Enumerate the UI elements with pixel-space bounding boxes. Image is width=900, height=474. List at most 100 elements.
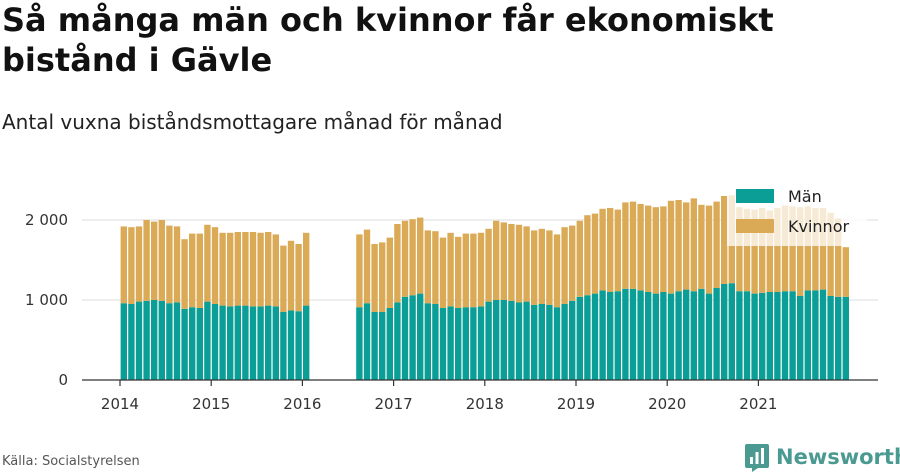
bar-man xyxy=(622,288,629,380)
legend-swatch-kvinna xyxy=(736,219,774,233)
x-tick-label-2019: 2019 xyxy=(557,395,595,413)
bar-man xyxy=(591,293,599,380)
bar-man xyxy=(242,305,249,380)
bar-man xyxy=(629,288,637,380)
bar-man xyxy=(181,308,188,380)
bar-woman xyxy=(371,244,378,312)
bar-man xyxy=(842,296,849,380)
legend-label-kvinna: Kvinnor xyxy=(788,217,849,236)
bar-man xyxy=(265,305,272,380)
bar-man xyxy=(637,290,644,380)
bar-woman xyxy=(265,232,272,306)
brand-name: Newsworthy xyxy=(776,445,900,469)
bar-man xyxy=(797,296,804,380)
bar-man xyxy=(584,295,591,380)
bar-man xyxy=(652,293,659,380)
bar-woman xyxy=(219,232,226,306)
bar-woman xyxy=(531,230,538,305)
bar-woman xyxy=(379,242,386,312)
bar-woman xyxy=(363,229,371,304)
bar-man xyxy=(569,300,576,380)
bar-woman xyxy=(553,234,561,308)
bar-woman xyxy=(743,208,751,292)
bar-man xyxy=(158,300,165,380)
bar-man xyxy=(379,312,386,380)
bar-woman xyxy=(629,201,637,289)
bar-woman xyxy=(774,208,781,292)
bar-man xyxy=(386,308,393,380)
bar-man xyxy=(599,290,606,380)
bar-woman xyxy=(143,220,150,301)
bar-woman xyxy=(515,224,523,303)
bar-man xyxy=(424,303,431,380)
bar-man xyxy=(287,310,295,380)
bar-woman xyxy=(766,210,773,292)
bar-woman xyxy=(173,226,181,303)
bar-man xyxy=(774,292,781,380)
bar-man xyxy=(219,305,226,380)
bar-woman xyxy=(493,220,500,300)
bar-man xyxy=(698,288,705,380)
bars xyxy=(120,195,849,380)
bar-woman xyxy=(698,204,705,289)
bar-woman xyxy=(158,220,165,301)
bar-woman xyxy=(561,227,568,304)
bar-woman xyxy=(196,233,203,308)
bar-man xyxy=(303,305,310,380)
bar-man xyxy=(531,304,538,380)
bar-woman xyxy=(242,232,249,306)
bar-woman xyxy=(280,245,287,312)
bar-woman xyxy=(485,228,492,302)
bar-woman xyxy=(705,205,713,294)
bar-woman xyxy=(432,231,439,304)
bar-man xyxy=(614,291,621,380)
bar-man xyxy=(743,291,751,380)
source-note: Källa: Socialstyrelsen xyxy=(2,454,140,469)
bar-woman xyxy=(508,224,515,301)
bar-woman xyxy=(272,234,279,307)
bar-man xyxy=(607,292,614,380)
bar-woman xyxy=(211,227,219,304)
bar-man xyxy=(135,301,143,380)
bar-woman xyxy=(166,225,173,304)
bar-woman xyxy=(804,206,811,291)
bar-man xyxy=(553,307,561,380)
bar-man xyxy=(690,291,697,380)
bar-man xyxy=(759,292,766,380)
bar-man xyxy=(804,290,811,380)
y-tick-label-2: 2 000 xyxy=(25,211,68,229)
bar-woman xyxy=(303,232,310,306)
chart-title: Så många män och kvinnor får ekonomiskt … xyxy=(2,1,774,79)
bar-woman xyxy=(591,213,599,294)
bar-woman xyxy=(607,208,614,292)
bar-woman xyxy=(470,233,477,308)
x-tick-label-2016: 2016 xyxy=(283,395,321,413)
y-tick-label-1: 1 000 xyxy=(25,291,68,309)
bar-man xyxy=(151,300,158,380)
bar-woman xyxy=(690,198,697,292)
bar-woman xyxy=(645,205,652,292)
bar-man xyxy=(766,292,773,380)
bar-woman xyxy=(660,206,667,292)
bar-woman xyxy=(713,201,720,288)
bar-man xyxy=(417,293,424,380)
bar-man xyxy=(166,303,173,380)
bar-woman xyxy=(759,208,766,293)
bar-woman xyxy=(781,205,789,292)
bar-woman xyxy=(151,221,158,300)
bar-man xyxy=(409,295,416,380)
bar-man xyxy=(439,308,447,380)
bar-man xyxy=(675,291,682,380)
bar-woman xyxy=(227,232,234,307)
bar-woman xyxy=(249,232,257,307)
bar-woman xyxy=(500,222,507,300)
x-tick-label-2020: 2020 xyxy=(648,395,686,413)
bar-man xyxy=(173,302,181,380)
bar-man xyxy=(477,306,485,380)
bar-woman xyxy=(401,220,409,297)
bar-man xyxy=(257,306,264,380)
bar-man xyxy=(819,289,827,380)
bar-woman xyxy=(135,226,143,302)
bar-woman xyxy=(827,212,834,296)
bar-man xyxy=(812,290,819,380)
